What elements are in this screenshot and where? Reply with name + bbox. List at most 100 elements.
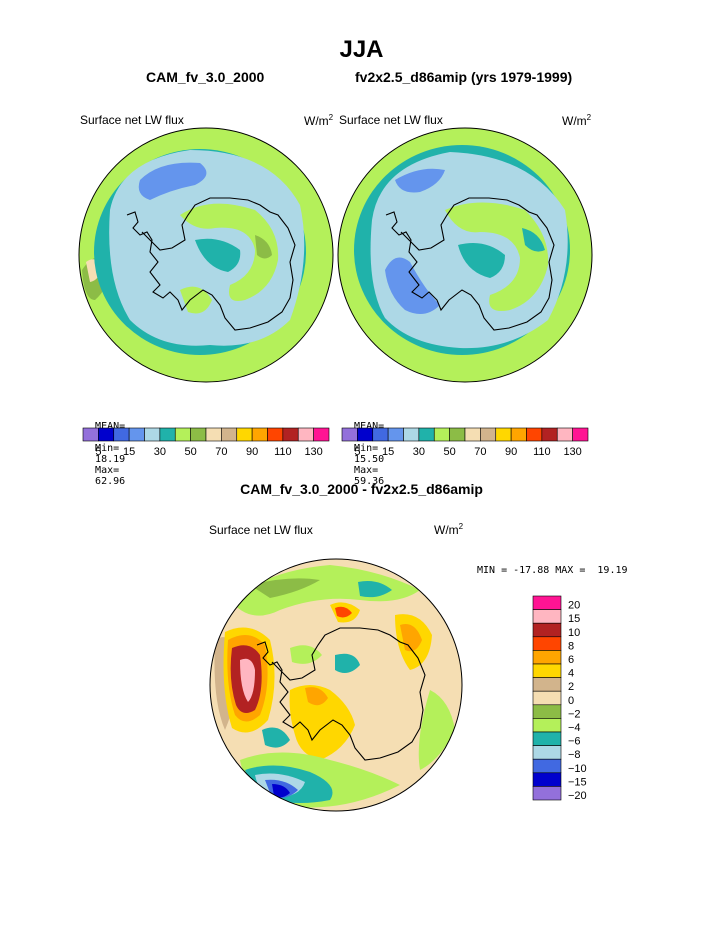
diff-units-exp: 2 [458, 522, 464, 531]
left-mean-label: MEAN= [95, 421, 126, 432]
diff-colorbar-tick-label: −15 [568, 776, 587, 788]
diff-colorbar-swatch [532, 772, 562, 787]
right-colorbar-swatch [357, 427, 374, 442]
left-units-exp: 2 [328, 113, 334, 122]
diff-colorbar-swatch [532, 663, 562, 678]
diff-colorbar-tick-label: −8 [568, 749, 581, 761]
diff-map-red-north [335, 606, 352, 618]
diff-map-darkblue-south [272, 784, 290, 798]
right-map-blue-patch-north [395, 168, 445, 193]
left-colorbar-swatch [190, 427, 207, 442]
left-colorbar-tick-label: 110 [274, 446, 292, 458]
right-colorbar-tick-label: 5 [354, 446, 360, 458]
diff-colorbar-swatch [532, 718, 562, 733]
diff-colorbar-tick-label: 6 [568, 654, 574, 666]
left-colorbar-swatch [267, 427, 284, 442]
right-max-label: Max= [354, 465, 379, 476]
left-units-label: W/m2 [304, 113, 333, 128]
diff-colorbar-swatch [532, 622, 562, 638]
diff-map [209, 558, 463, 812]
left-colorbar-swatch [98, 427, 115, 442]
diff-colorbar-tick-label: 8 [568, 640, 574, 652]
left-max-label: Max= [95, 465, 120, 476]
right-map-coastline [385, 197, 555, 331]
left-min-label: Min= [95, 443, 120, 454]
left-map-blue-patch [138, 162, 207, 200]
right-max-value: 59.36 [354, 476, 385, 487]
left-map-green-arc [180, 203, 279, 301]
right-colorbar-tick-label: 50 [444, 446, 456, 458]
diff-colorbar-swatch [532, 636, 562, 651]
left-colorbar-tick-label: 70 [215, 446, 227, 458]
left-map-teal-inner [195, 238, 241, 272]
left-map-green-peninsula [180, 286, 212, 314]
diff-colorbar-tick-label: 4 [568, 668, 574, 680]
diff-colorbar-swatch [532, 690, 562, 706]
left-colorbar-swatch [221, 427, 238, 442]
diff-map-olive-band-north [250, 578, 320, 598]
diff-colorbar-tick-label: −4 [568, 722, 581, 734]
diff-colorbar-tick-label: −2 [568, 708, 581, 720]
right-case-title: fv2x2.5_d86amip (yrs 1979-1999) [355, 69, 573, 85]
left-map-border [78, 127, 334, 383]
right-colorbar-swatch [480, 427, 497, 442]
diff-colorbar-swatch [532, 609, 562, 624]
left-colorbar-swatch [205, 427, 222, 442]
diff-colorbar-swatch [532, 745, 562, 760]
right-map-teal-inner [458, 242, 505, 278]
diff-map-orange-center [305, 687, 328, 706]
left-colorbar-swatch [113, 427, 130, 442]
right-min-value: 15.50 [354, 454, 385, 465]
right-colorbar-tick-label: 15 [382, 446, 394, 458]
left-colorbar-swatch [282, 427, 299, 442]
left-map [78, 127, 334, 383]
right-colorbar-swatch [449, 427, 466, 442]
left-colorbar-tick-label: 130 [304, 446, 322, 458]
right-colorbar-swatch [403, 427, 420, 442]
right-colorbar-swatch [387, 427, 404, 442]
diff-colorbar-tick-label: −20 [568, 790, 587, 802]
right-colorbar-swatch [541, 427, 558, 442]
right-variable-label: Surface net LW flux [339, 113, 443, 127]
right-colorbar-swatch [556, 427, 573, 442]
diff-colorbar-swatch [532, 650, 562, 665]
left-colorbar-swatch [313, 427, 330, 442]
diff-units-label: W/m2 [434, 522, 463, 537]
left-units-base: W/m [304, 114, 329, 128]
diff-map-coastline [256, 627, 426, 761]
left-colorbar-swatch [251, 427, 268, 442]
left-map-olive-inner [255, 235, 272, 259]
diff-colorbar-tick-label: 20 [568, 600, 580, 612]
left-colorbar-tick-label: 15 [123, 446, 135, 458]
right-units-label: W/m2 [562, 113, 591, 128]
right-units-base: W/m [562, 114, 587, 128]
left-variable-label: Surface net LW flux [80, 113, 184, 127]
diff-variable-label: Surface net LW flux [209, 523, 313, 537]
page-title: JJA [339, 36, 384, 63]
left-colorbar-tick-label: 90 [246, 446, 258, 458]
diff-units-base: W/m [434, 523, 459, 537]
right-map-blue-patch-west [385, 257, 440, 314]
right-colorbar: 5 15 30 50 70 90 110 130 [341, 427, 589, 458]
diff-map-yellow-center [289, 685, 355, 760]
diff-colorbar-swatch [532, 704, 562, 719]
right-colorbar-swatch [510, 427, 527, 442]
right-units-exp: 2 [586, 113, 592, 122]
diff-colorbar-tick-label: 0 [568, 695, 574, 707]
diff-min-max: MIN = -17.88 MAX = 19.19 [477, 565, 628, 576]
right-colorbar-swatch [464, 427, 481, 442]
diff-map-green-central [290, 645, 322, 664]
left-colorbar-swatch [236, 427, 253, 442]
right-colorbar-swatch [572, 427, 589, 442]
diff-colorbar-tick-label: 15 [568, 613, 580, 625]
diff-map-pink-west [240, 658, 255, 702]
left-colorbar-swatch [174, 427, 191, 442]
left-min-value: 18.19 [95, 454, 126, 465]
diff-colorbar-swatch [532, 677, 562, 692]
right-colorbar-tick-label: 30 [413, 446, 425, 458]
left-max-value: 62.96 [95, 476, 126, 487]
diff-colorbar-tick-label: −6 [568, 736, 581, 748]
left-colorbar-swatch [159, 427, 176, 442]
